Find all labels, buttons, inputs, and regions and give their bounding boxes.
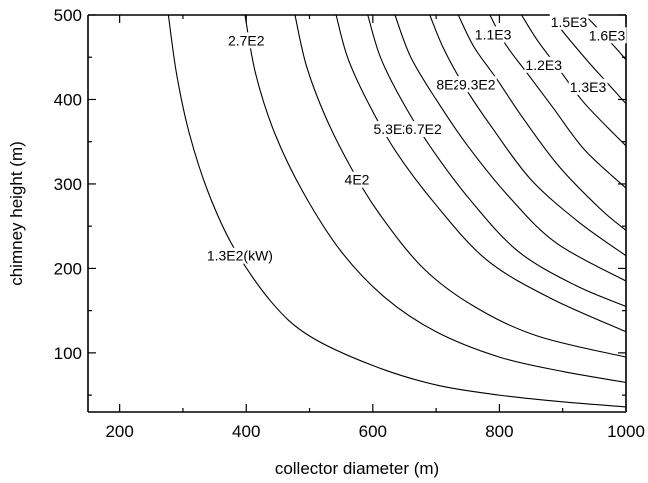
contour-label-background [205,247,274,264]
x-tick-label: 800 [485,422,513,441]
contour-label: 1.3E3 [570,79,607,95]
contour-label: 1.6E3 [589,27,626,43]
contour-line [457,14,627,231]
contour-label: 6.7E2 [405,121,442,137]
contour-label-background [404,121,443,138]
x-axis-title: collector diameter (m) [275,459,439,478]
contour-label: 1.5E3 [551,14,588,30]
y-tick-label: 500 [54,6,82,25]
contour-label-group: 6.7E2 [404,121,443,138]
contour-line [429,14,627,257]
contour-label: 5.3E2 [374,121,411,137]
contour-label-background [549,13,589,30]
contour-label: 1.3E2(kW) [207,248,273,264]
contour-label-background [473,26,513,43]
contour-label-group: 1.1E3 [473,26,513,43]
contour-line [294,14,627,358]
contour-label-group: 8E2 [435,76,463,93]
contour-label-group: 2.7E2 [226,32,266,49]
contour-line [367,14,627,307]
contour-label-background [372,121,412,138]
x-tick-label: 400 [232,422,260,441]
contour-line [394,14,627,282]
contour-label-group: 4E2 [343,171,371,188]
contour-label: 8E2 [436,76,461,92]
y-tick-label: 400 [54,90,82,109]
y-tick-label: 300 [54,175,82,194]
contour-label: 4E2 [345,172,370,188]
x-tick-label: 1000 [607,422,645,441]
contour-label-group: 1.2E3 [524,56,564,73]
contour-label: 1.1E3 [475,26,512,42]
contour-label: 2.7E2 [228,32,265,48]
contour-label-group: 1.3E2(kW) [205,247,274,264]
contour-label-background [524,56,564,73]
contour-label-group: 1.3E3 [568,78,608,95]
contours-layer [167,14,627,408]
contour-label-group: 9.3E2 [457,76,497,93]
contour-label-background [435,76,463,93]
contour-line [167,14,627,408]
contour-label-group: 1.6E3 [587,27,627,44]
contour-line [335,14,627,333]
contour-label: 1.2E3 [525,57,562,73]
y-tick-label: 200 [54,259,82,278]
y-axis-title: chimney height (m) [7,141,26,286]
contour-line [244,14,627,383]
y-tick-label: 100 [54,344,82,363]
x-tick-label: 200 [105,422,133,441]
contour-label-background [343,171,371,188]
contour-label: 9.3E2 [459,76,496,92]
ticks-layer: 200 400 600 800 1000 100 200 300 400 500 [54,6,645,441]
contour-label-background [457,76,497,93]
contour-label-group: 5.3E2 [372,121,412,138]
contour-label-background [587,27,627,44]
contour-label-background [226,32,266,49]
contour-label-background [568,78,608,95]
axes-layer [87,14,627,413]
contour-label-group: 1.5E3 [549,13,589,30]
x-tick-label: 600 [359,422,387,441]
